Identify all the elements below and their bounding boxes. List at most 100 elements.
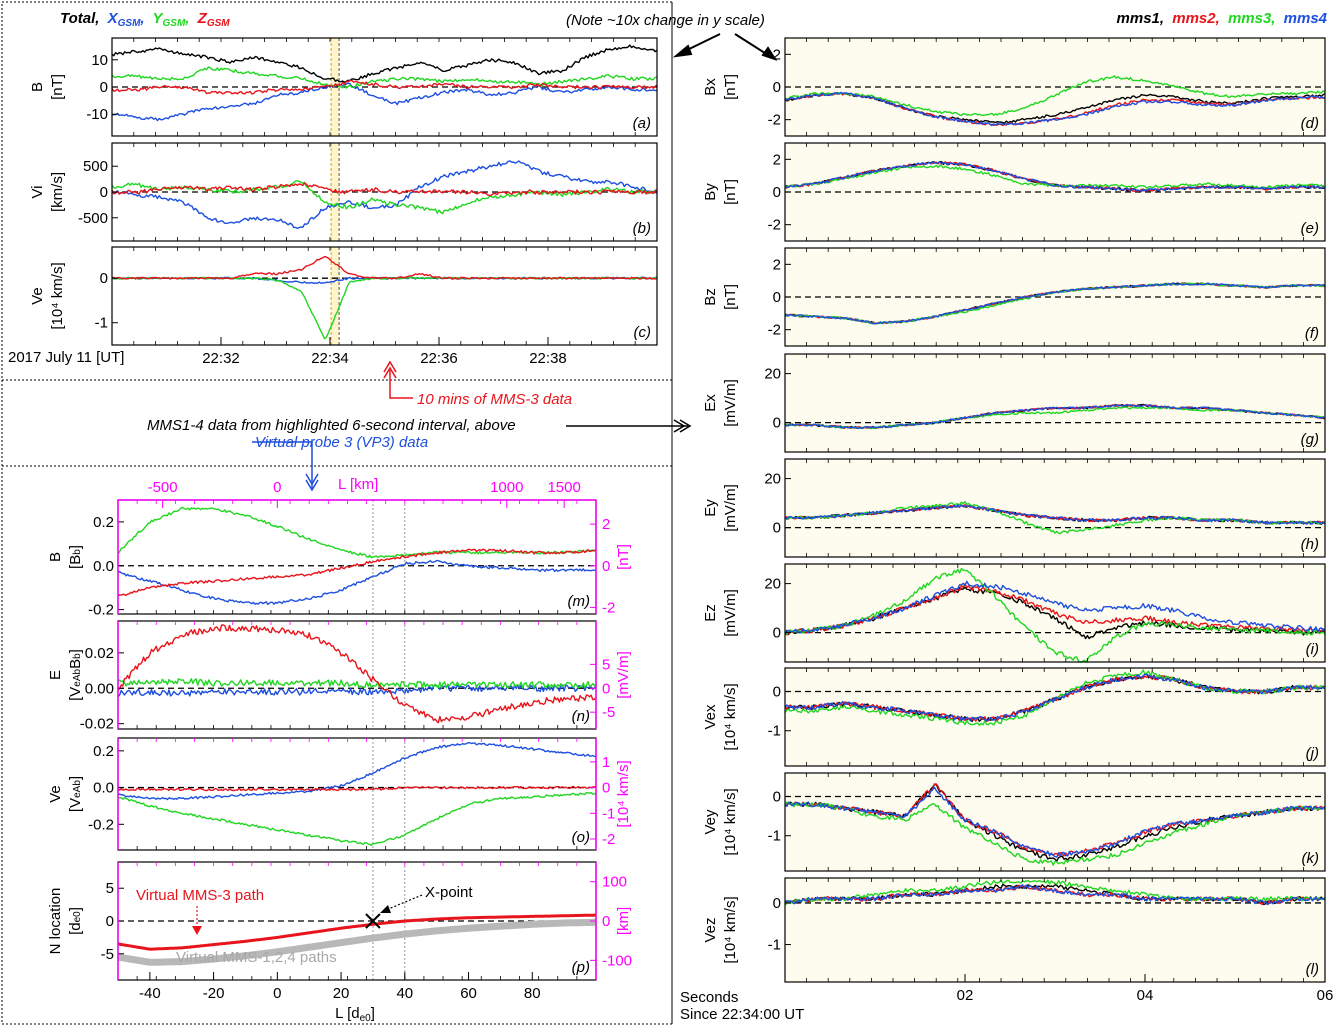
panel-label: (i) xyxy=(1306,641,1319,658)
xpoint-marker xyxy=(365,913,381,929)
x-tick-label: 20 xyxy=(333,985,350,1002)
y-tick-label: 0 xyxy=(773,520,781,537)
right-tick-label: 5 xyxy=(602,656,610,673)
series-f-mms4 xyxy=(784,282,1326,325)
series-m-x xyxy=(117,559,597,605)
y-tick-label: 0.00 xyxy=(85,680,114,697)
y-axis-unit: [mV/m] xyxy=(722,379,739,427)
y-tick-label: 0 xyxy=(773,789,781,806)
y-axis-unit: [mV/m] xyxy=(722,589,739,637)
panel-label: (n) xyxy=(572,708,590,725)
series-l-mms4 xyxy=(784,884,1326,906)
right-tick-label: -1 xyxy=(602,805,615,822)
ten-mins-label: 10 mins of MMS-3 data xyxy=(417,391,572,408)
right-axis-p: 100 0 -100 [km] xyxy=(117,862,632,980)
y-tick-label: 5 xyxy=(106,880,114,897)
y-tick-label: -1 xyxy=(768,937,781,954)
y-tick-label: 0.02 xyxy=(85,645,114,662)
virtual-mms3-label: Virtual MMS-3 path xyxy=(136,887,264,904)
x-tick-label: 22:36 xyxy=(420,350,458,367)
legend-mms1: mms1, xyxy=(1117,10,1165,27)
panel-label: (d) xyxy=(1301,115,1319,132)
seconds-label-1: Seconds xyxy=(680,989,738,1006)
y-tick-label: 0.2 xyxy=(93,514,114,531)
panel-label: (a) xyxy=(633,115,651,132)
vp3-arrow xyxy=(252,441,319,492)
y-tick-label: 2 xyxy=(773,46,781,63)
y-axis-label: Ve xyxy=(47,785,64,803)
x-tick-label: 0 xyxy=(273,985,281,1002)
right-axis-unit: [10⁴ km/s] xyxy=(615,760,632,827)
panel-a: 10 0 -10 (a) B [nT] xyxy=(29,37,658,137)
right-axis-unit: [nT] xyxy=(615,544,632,570)
y-axis-unit: [nT] xyxy=(722,74,739,100)
panel-k-background xyxy=(785,773,1325,871)
panel-p: 5 0 -5 100 0 -100 [km] -40 -20 0 20 40 60 80 (p) N loca… xyxy=(47,861,632,1002)
y-tick-label: 0 xyxy=(773,895,781,912)
y-axis-label: Vex xyxy=(702,704,719,730)
panel-label: (e) xyxy=(1301,220,1319,237)
y-tick-label: 0.0 xyxy=(93,780,114,797)
y-tick-label: -0.2 xyxy=(88,602,114,619)
panel-g: 20 0 (g) Ex [mV/m] xyxy=(702,353,1326,453)
y-tick-label: 0 xyxy=(773,684,781,701)
series-g-mms4 xyxy=(784,403,1326,430)
panel-n: 0.02 0.00 -0.02 5 0 -5[mV/m] (n) E[VeAbBb] xyxy=(47,620,632,733)
ten-mins-arrow xyxy=(383,360,413,399)
panel-label: (c) xyxy=(634,324,652,341)
right-tick-label: 1 xyxy=(602,754,610,771)
y-tick-label: -2 xyxy=(768,217,781,234)
y-tick-label: -1 xyxy=(95,315,108,332)
panel-o-background xyxy=(118,738,596,850)
series-p-virtual-mms-3-path xyxy=(117,913,596,951)
right-axis-unit: [km] xyxy=(615,907,632,935)
y-tick-label: 0 xyxy=(773,79,781,96)
panel-label: (m) xyxy=(568,593,591,610)
y-axis-label: Ex xyxy=(702,394,719,412)
panel-label: (f) xyxy=(1305,325,1319,342)
series-h-mms3 xyxy=(784,501,1326,535)
right-tick-label: 0 xyxy=(602,680,610,697)
x-tick-label: 06 xyxy=(1317,987,1334,1004)
panel-g-frame xyxy=(784,353,1326,453)
top-tick-label: 0 xyxy=(273,479,281,496)
x-tick-label: 60 xyxy=(460,985,477,1002)
panel-h-frame xyxy=(784,458,1326,558)
panel-j-frame xyxy=(784,667,1326,767)
right-tick-label: 100 xyxy=(602,874,627,891)
right-axis-m: 2 0 -2 [nT] xyxy=(117,500,632,616)
series-a-total xyxy=(111,44,658,83)
panel-label: (j) xyxy=(1306,745,1319,762)
header-legend-left: Total, XGSM, YGSM, ZGSM xyxy=(60,10,230,29)
xpoint-label: X-point xyxy=(425,884,473,901)
y-tick-label: 0.2 xyxy=(93,743,114,760)
y-tick-label: -1 xyxy=(768,723,781,740)
panel-b: 500 0 -500 (b) Vi [km/s] xyxy=(29,142,658,242)
y-tick-label: -2 xyxy=(768,112,781,129)
series-i-mms4 xyxy=(784,580,1326,635)
virtual-mms124-label: Virtual MMS-1,2,4 paths xyxy=(176,949,337,966)
series-n-z xyxy=(117,624,597,724)
series-o-x xyxy=(117,741,596,801)
right-tick-label: -100 xyxy=(602,952,632,969)
x-tick-label: 40 xyxy=(396,985,413,1002)
y-axis-label: Vez xyxy=(702,917,719,942)
y-axis-unit: [10⁴ km/s] xyxy=(722,683,739,750)
panel-label: (b) xyxy=(633,220,651,237)
panel-j-background xyxy=(785,668,1325,766)
y-axis-unit: [10⁴ km/s] xyxy=(722,896,739,963)
panel-n-background xyxy=(118,621,596,729)
y-axis-unit: [VeAb] xyxy=(67,776,84,812)
series-b-ygsm xyxy=(111,180,658,215)
y-axis-unit: [nT] xyxy=(722,179,739,205)
y-tick-label: 0 xyxy=(100,79,108,96)
y-tick-label: 20 xyxy=(764,471,781,488)
header-legend-right: mms1, mms2, mms3, mms4 xyxy=(1117,10,1328,27)
panel-l: 0 -1 02 04 06 (l) Vez [10⁴ km/s] xyxy=(702,877,1334,1004)
y-tick-label: 0 xyxy=(106,913,114,930)
panel-m-background xyxy=(118,500,596,614)
y-axis-label: N location xyxy=(47,888,64,955)
panel-l-background xyxy=(785,878,1325,982)
